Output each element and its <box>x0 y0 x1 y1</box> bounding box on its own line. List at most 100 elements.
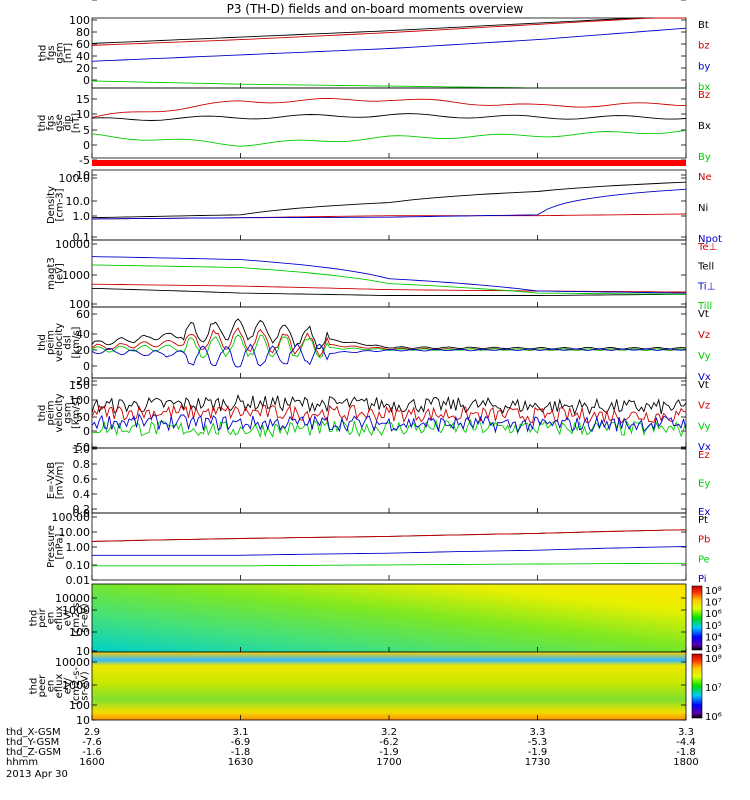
colorbar-label: 10⁷ <box>705 598 722 609</box>
spectrogram <box>92 652 686 720</box>
legend-te: Te⊥ <box>697 242 717 253</box>
footer-date: 2013 Apr 30 <box>6 769 68 780</box>
data-gap-bar <box>92 160 686 166</box>
y-tick-label: 1.0 <box>73 210 91 223</box>
series-tell-line <box>91 287 686 296</box>
y-axis-label-line: dip <box>63 115 74 130</box>
y-axis-label-line: fgs <box>46 115 57 130</box>
y-tick-label: 60 <box>76 308 90 321</box>
y-tick-label: 0.01 <box>66 574 91 587</box>
y-tick-label: -10 <box>72 169 90 182</box>
legend-ey: Ey <box>698 479 710 490</box>
y-axis-label-line: magt3 <box>46 257 57 290</box>
footer-row-label: hhmm <box>6 757 38 768</box>
y-axis-label-line: [nT] <box>63 43 74 63</box>
series-by-line <box>91 129 687 147</box>
y-tick-label: 10 <box>76 714 90 727</box>
y-axis-label: magt3[eV] <box>46 257 66 290</box>
colorbar-label: 10⁶ <box>705 609 722 620</box>
y-axis-label-line: thd <box>37 45 48 62</box>
y-tick-label: 0.1 <box>73 231 91 244</box>
y-tick-label: 100 <box>69 699 90 712</box>
series-pb-line <box>91 529 687 542</box>
y-axis-label-line: eV/ <box>63 609 74 626</box>
legend-vy: Vy <box>698 351 711 362</box>
y-tick-label: 40 <box>76 328 90 341</box>
footer-value: -1.6 <box>82 747 102 758</box>
colorbar-label: 10⁸ <box>705 586 722 597</box>
y-tick-label: 20 <box>76 62 90 75</box>
y-axis-label-line: thd <box>37 405 48 422</box>
legend-ex: Ex <box>698 507 710 518</box>
y-tick-label: -5 <box>79 154 90 167</box>
y-tick-label: -20 <box>72 375 90 388</box>
series-vy-line <box>91 334 687 359</box>
footer-value: -7.6 <box>82 737 102 748</box>
colorbar-label: 10⁷ <box>705 683 722 694</box>
panel-frame <box>91 239 687 308</box>
series-vx-line <box>91 413 687 434</box>
y-tick-label: -40 <box>72 0 90 3</box>
y-axis-label-line: velocity <box>54 393 65 432</box>
legend-vx: Vx <box>698 442 711 453</box>
y-tick-label: 100.00 <box>52 511 91 524</box>
legend-tell: Tell <box>697 262 714 273</box>
y-tick-label: 15 <box>76 93 90 106</box>
y-axis-label-line: (cm2-s- <box>71 599 82 637</box>
footer-value: 1800 <box>673 757 698 768</box>
y-axis-label-line: thd <box>37 115 48 132</box>
footer-value: -6.9 <box>231 737 251 748</box>
y-axis-label-line: E=-VxB <box>46 462 57 499</box>
y-axis-label-line: sr-eV) <box>80 671 91 700</box>
legend-ti: Ti⊥ <box>697 281 715 292</box>
y-axis-label-line: Pressure <box>46 525 57 568</box>
series-pi-line <box>92 546 687 556</box>
legend-bt: Bt <box>698 20 709 31</box>
colorbar-label: 10⁴ <box>705 632 722 643</box>
panel-frame <box>91 447 687 514</box>
chart-title: P3 (TH-D) fields and on-board moments ov… <box>227 2 524 16</box>
y-tick-label: 100.0 <box>59 172 91 185</box>
y-axis-label-line: [eV] <box>54 263 65 284</box>
y-axis-label-line: [nT] <box>71 113 82 133</box>
panel-peer_spec: 10⁸ 10⁷ 10⁶ 10000 1000 100 10 thdpeerenefluxeV/… <box>29 651 722 727</box>
legend-by: by <box>698 61 710 72</box>
footer-value: -4.4 <box>676 737 696 748</box>
y-tick-label: 10.00 <box>59 526 91 539</box>
series-vy-line <box>91 418 687 439</box>
y-tick-label: 1.0 <box>73 443 91 456</box>
legend-pe: Pe <box>698 554 710 565</box>
y-tick-label: 0 <box>83 139 90 152</box>
y-axis-label-line: velocity <box>54 323 65 362</box>
y-axis-label: Density[cm-3] <box>46 186 66 224</box>
y-axis-label-line: thd <box>37 334 48 351</box>
footer-value: 1730 <box>525 757 550 768</box>
footer-value: -1.8 <box>231 747 251 758</box>
panel-frame <box>91 512 687 581</box>
y-tick-label: 100 <box>69 626 90 639</box>
y-tick-label: 0 <box>83 425 90 438</box>
y-tick-label: 0.8 <box>73 458 91 471</box>
series-vx-line <box>91 343 687 368</box>
legend-vx: Vx <box>698 372 711 383</box>
series-vt-line <box>91 318 687 350</box>
y-tick-label: 0.0 <box>73 507 91 520</box>
y-tick-label: 5 <box>83 124 90 137</box>
y-tick-label: 10000 <box>55 238 90 251</box>
footer-value: -1.8 <box>676 747 696 758</box>
y-tick-label: 1000 <box>62 679 90 692</box>
y-axis-label-line: eflux <box>54 674 65 699</box>
panel-frame <box>91 306 687 379</box>
y-axis-label-line: fgs <box>46 45 57 60</box>
colorbar-label: 10³ <box>705 644 722 655</box>
y-axis-label-line: (cm2-s- <box>71 667 82 705</box>
y-axis-label-line: [km/s] <box>71 326 82 358</box>
legend-vt: Vt <box>698 380 709 391</box>
